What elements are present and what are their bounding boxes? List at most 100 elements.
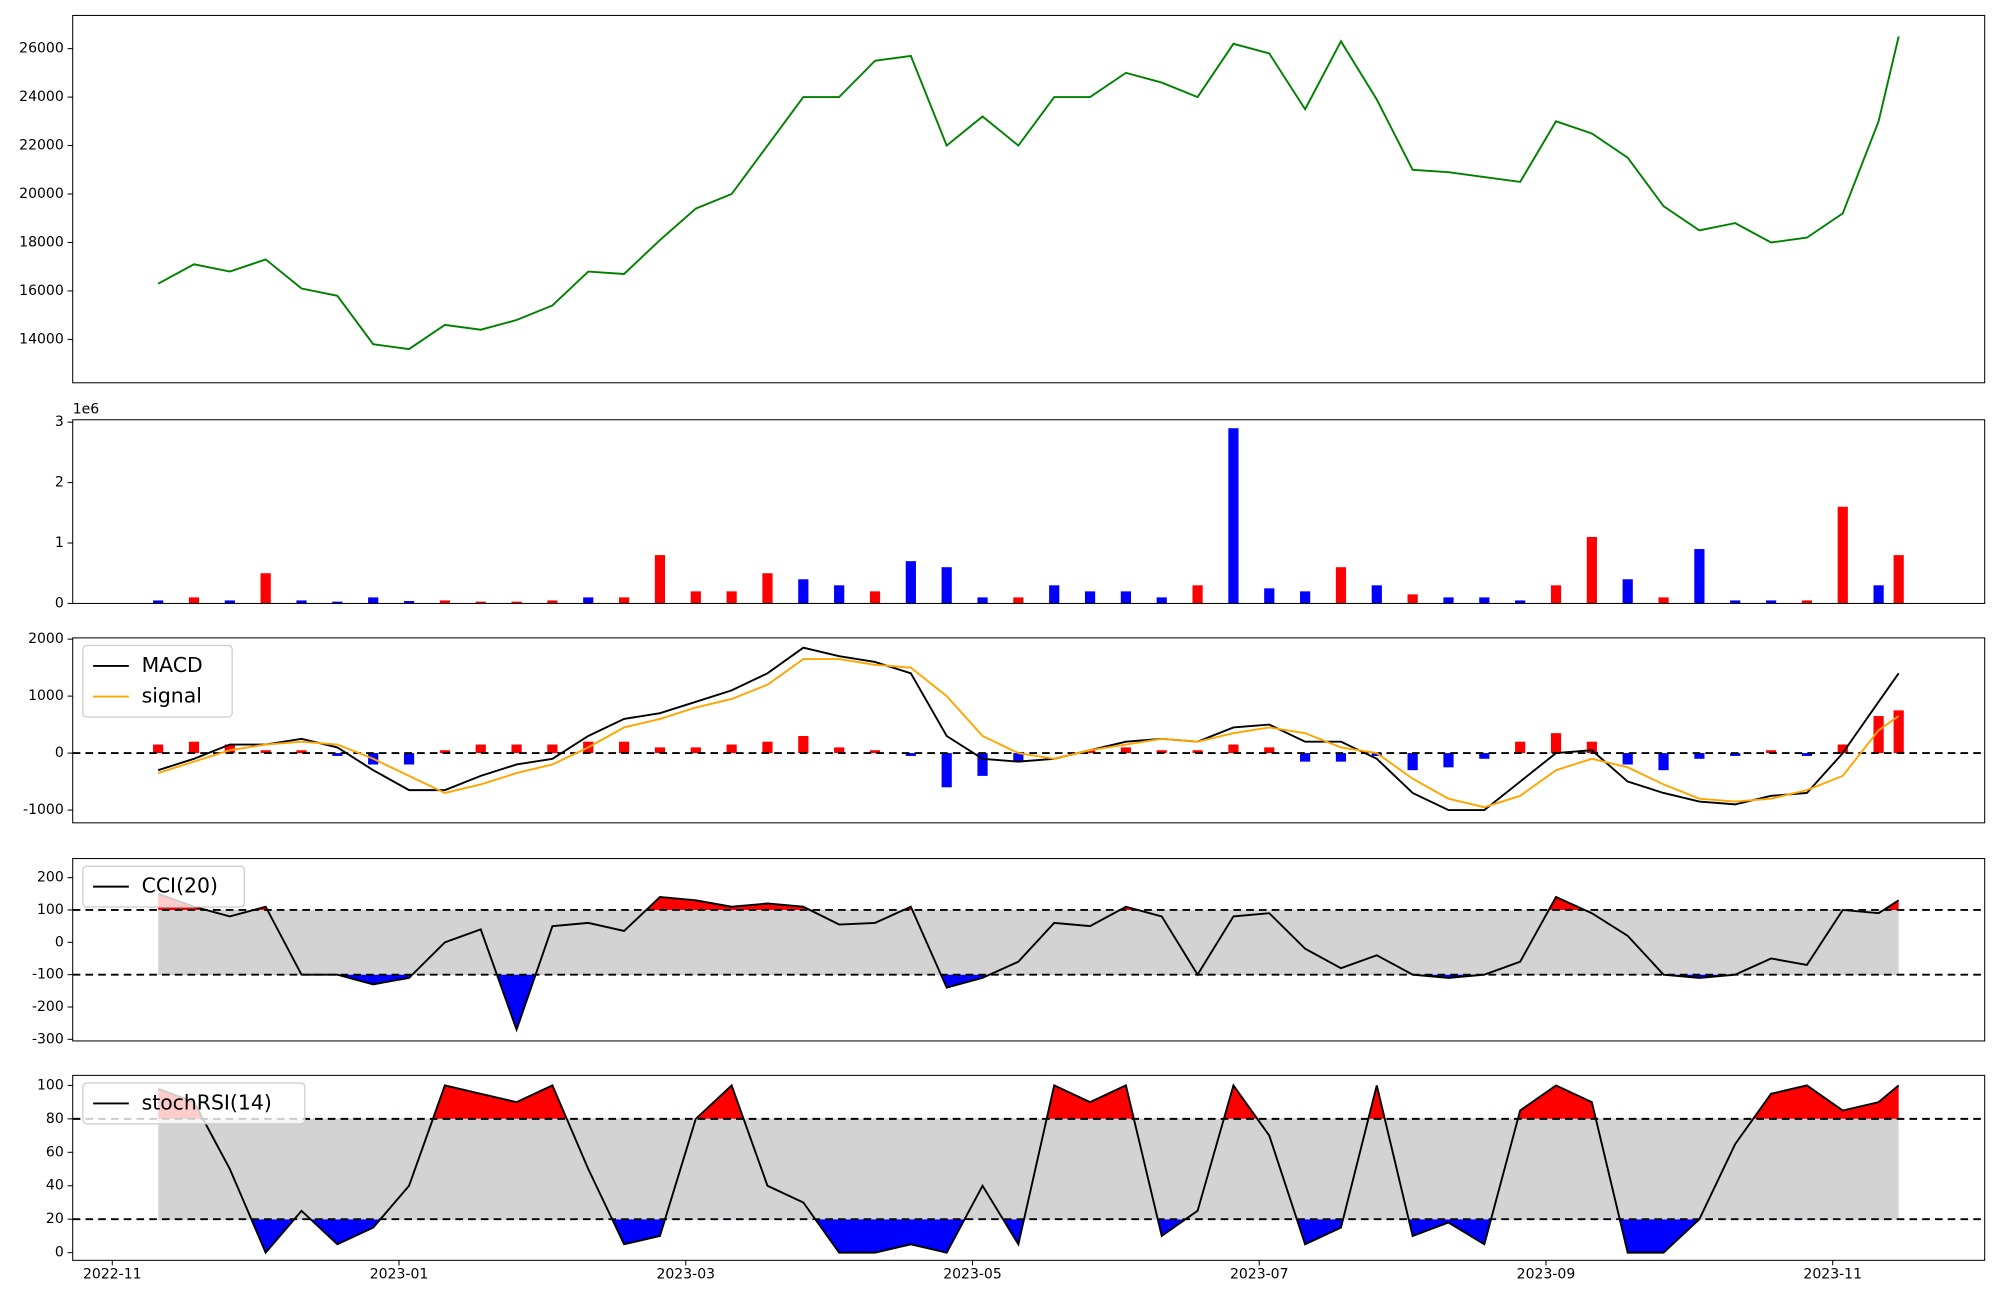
histogram-bar xyxy=(1443,753,1454,768)
bar xyxy=(1801,600,1813,604)
histogram-bar xyxy=(1300,753,1311,762)
histogram-bar xyxy=(1550,733,1562,754)
bar xyxy=(439,600,450,604)
histogram-bar xyxy=(762,741,773,754)
bar xyxy=(1335,567,1347,604)
legend-label: CCI(20) xyxy=(142,874,218,898)
band-fill xyxy=(158,909,1899,975)
plot-frame xyxy=(72,419,1986,604)
y-offset-label: 1e6 xyxy=(73,402,100,418)
histogram-bar xyxy=(547,744,558,754)
legend-label: MACD xyxy=(142,653,203,677)
bar xyxy=(1228,428,1239,604)
plot-frame xyxy=(72,637,1986,824)
histogram-bar xyxy=(332,753,343,756)
histogram-bar xyxy=(439,750,450,754)
bar xyxy=(905,561,916,604)
bar xyxy=(1192,585,1203,604)
y-tick-label: 200 xyxy=(37,870,64,886)
bar xyxy=(1837,506,1848,604)
bar xyxy=(1694,549,1705,604)
histogram-bar xyxy=(1622,753,1633,765)
histogram-bar xyxy=(941,753,952,788)
y-tick-label: -200 xyxy=(32,999,64,1015)
legend-box xyxy=(82,644,233,718)
histogram-bar xyxy=(619,741,630,754)
legend-label: signal xyxy=(142,684,202,708)
series-line xyxy=(157,892,1900,1033)
x-tick-label: 2023-11 xyxy=(1803,1266,1862,1282)
y-tick-label: 40 xyxy=(46,1178,64,1194)
histogram-bar xyxy=(654,747,666,754)
histogram-bar xyxy=(1264,747,1275,754)
bar xyxy=(619,597,630,604)
y-tick-label: -1000 xyxy=(23,802,64,818)
y-tick-label: 60 xyxy=(46,1144,64,1160)
histogram-bar xyxy=(1407,753,1418,771)
histogram-bar xyxy=(1893,710,1904,754)
bar xyxy=(1658,597,1669,604)
histogram-bar xyxy=(475,744,486,754)
y-tick-label: 18000 xyxy=(19,234,64,250)
histogram-bar xyxy=(1873,716,1884,754)
y-tick-label: 3 xyxy=(55,414,64,430)
y-tick-label: 1000 xyxy=(28,688,64,704)
oversold-fill xyxy=(158,1219,1899,1253)
bar xyxy=(1407,594,1418,604)
bar xyxy=(1156,597,1167,604)
histogram-bar xyxy=(834,747,845,754)
bar xyxy=(1049,585,1060,604)
histogram-bar xyxy=(1084,750,1096,754)
y-tick-label: 16000 xyxy=(19,283,64,299)
y-tick-label: 100 xyxy=(37,1077,64,1093)
bar xyxy=(1371,585,1382,604)
histogram-bar xyxy=(977,753,988,776)
histogram-bar xyxy=(1658,753,1669,771)
histogram-bar xyxy=(1156,750,1167,754)
bar xyxy=(296,600,307,604)
bar xyxy=(1586,536,1597,604)
bar xyxy=(1730,600,1741,604)
series-line xyxy=(157,646,1900,812)
histogram-bar xyxy=(1730,753,1741,756)
y-tick-label: 24000 xyxy=(19,89,64,105)
x-tick-label: 2023-01 xyxy=(370,1266,429,1282)
histogram-bar xyxy=(726,744,737,754)
histogram-bar xyxy=(905,753,916,756)
bar xyxy=(1765,600,1777,604)
bar xyxy=(224,600,235,604)
plot-frame xyxy=(72,14,1986,384)
histogram-bar xyxy=(798,735,809,754)
bar xyxy=(726,591,737,604)
x-tick-label: 2023-03 xyxy=(656,1266,715,1282)
x-tick-label: 2023-09 xyxy=(1517,1266,1576,1282)
bar xyxy=(1550,585,1562,604)
x-tick-label: 2023-07 xyxy=(1230,1266,1289,1282)
histogram-bar xyxy=(1801,753,1813,756)
histogram-bar xyxy=(1586,741,1597,754)
bar xyxy=(153,600,164,604)
y-tick-label: 22000 xyxy=(19,138,64,154)
y-tick-label: 0 xyxy=(55,595,64,611)
bar xyxy=(1873,585,1884,604)
y-tick-label: 100 xyxy=(37,902,64,918)
legend-label: stochRSI(14) xyxy=(142,1090,272,1114)
bar xyxy=(583,597,594,604)
histogram-bar xyxy=(188,741,200,754)
bar xyxy=(1300,591,1311,604)
histogram-bar xyxy=(1192,750,1203,754)
bar xyxy=(1084,591,1096,604)
overbought-fill xyxy=(158,1085,1899,1119)
bar xyxy=(368,597,379,604)
bar xyxy=(1013,597,1024,604)
band-fill xyxy=(158,1118,1899,1220)
y-tick-label: 80 xyxy=(46,1111,64,1127)
y-tick-label: 2000 xyxy=(28,631,64,647)
bar xyxy=(1622,579,1633,604)
bar xyxy=(1515,600,1526,604)
y-tick-label: 14000 xyxy=(19,331,64,347)
histogram-bar xyxy=(224,744,235,754)
bar xyxy=(1443,597,1454,604)
bar xyxy=(403,601,415,604)
